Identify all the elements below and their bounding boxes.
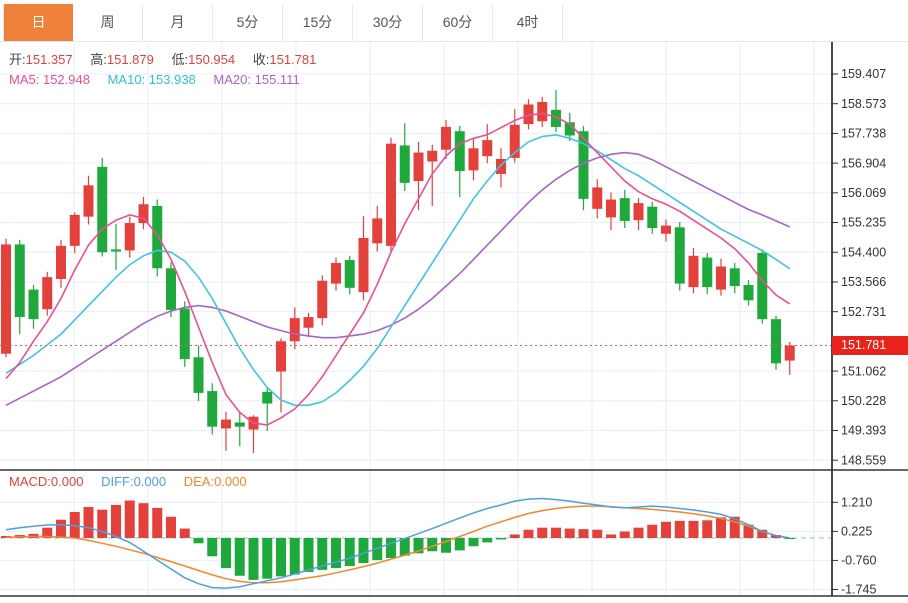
svg-text:0.225: 0.225 [841, 525, 872, 539]
ma5-value: 152.948 [42, 72, 90, 87]
tab-60min[interactable]: 60分 [423, 4, 493, 41]
svg-text:156.904: 156.904 [841, 156, 886, 170]
tab-day[interactable]: 日 [3, 4, 73, 41]
macd-legend: MACD:0.000 DIFF:0.000 DEA:0.000 [9, 474, 247, 489]
tab-15min[interactable]: 15分 [283, 4, 353, 41]
ma20-label: MA20: [213, 72, 251, 87]
candlestick-chart-canvas[interactable]: 159.407 158.573 157.738 156.904 156.069 155.2… [0, 42, 908, 603]
macd-value: 0.000 [50, 474, 84, 489]
svg-text:154.400: 154.400 [841, 245, 886, 259]
high-label: 高: [90, 52, 107, 67]
open-value: 151.357 [25, 52, 73, 67]
svg-text:157.738: 157.738 [841, 127, 886, 141]
tab-30min[interactable]: 30分 [353, 4, 423, 41]
tab-4hour[interactable]: 4时 [493, 4, 563, 41]
ma-legend: MA5: 152.948 MA10: 153.938 MA20: 155.111 [9, 72, 300, 87]
svg-text:158.573: 158.573 [841, 97, 886, 111]
macd-label: MACD: [9, 474, 51, 489]
ma20-value: 155.111 [254, 72, 300, 87]
macd-layer [0, 497, 832, 589]
svg-text:152.731: 152.731 [841, 305, 886, 319]
ma10-value: 153.938 [148, 72, 196, 87]
close-label: 收: [252, 52, 270, 67]
svg-text:159.407: 159.407 [841, 67, 886, 81]
low-label: 低: [171, 52, 189, 67]
current-price-badge: 151.781 [832, 335, 908, 355]
svg-text:148.559: 148.559 [841, 453, 886, 467]
ohlc-legend: 开:151.357 高:151.879 低:150.954 收:151.781 [9, 49, 316, 68]
open-label: 开: [9, 52, 26, 67]
high-value: 151.879 [106, 52, 154, 67]
candles-layer [1, 89, 795, 454]
svg-text:-1.745: -1.745 [841, 583, 876, 597]
svg-text:151.062: 151.062 [841, 364, 886, 378]
close-value: 151.781 [269, 52, 317, 67]
svg-text:149.393: 149.393 [841, 424, 886, 438]
svg-text:155.235: 155.235 [841, 216, 886, 230]
svg-text:-0.760: -0.760 [841, 554, 876, 568]
ma10-label: MA10: [107, 72, 146, 87]
svg-text:150.228: 150.228 [841, 394, 886, 408]
dea-value: 0.000 [214, 474, 247, 489]
low-value: 150.954 [188, 52, 236, 67]
diff-label: DIFF: [101, 474, 134, 489]
svg-text:1.210: 1.210 [841, 496, 872, 510]
svg-text:156.069: 156.069 [841, 186, 886, 200]
tab-month[interactable]: 月 [143, 4, 213, 41]
ma-lines [5, 112, 791, 426]
ma5-label: MA5: [9, 72, 40, 87]
tab-week[interactable]: 周 [73, 4, 143, 41]
tab-5min[interactable]: 5分 [213, 4, 283, 41]
diff-value: 0.000 [133, 474, 167, 489]
dea-label: DEA: [183, 474, 215, 489]
price-axis-labels: 159.407 158.573 157.738 156.904 156.069 155.2… [832, 67, 886, 597]
svg-text:153.566: 153.566 [841, 275, 886, 289]
timeframe-tabbar: 日 周 月 5分 15分 30分 60分 4时 [0, 0, 908, 42]
